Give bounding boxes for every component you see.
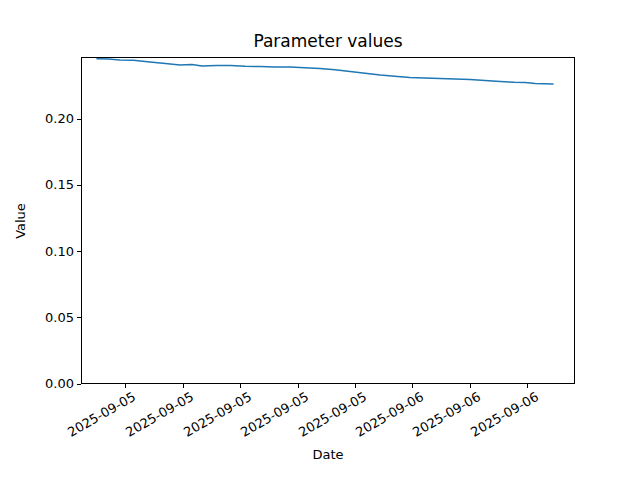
parameter-line-series	[97, 59, 553, 84]
plot-area	[81, 57, 575, 384]
y-axis-label: Value	[13, 174, 29, 268]
x-tick-mark	[527, 384, 528, 388]
y-tick-mark	[77, 185, 81, 186]
x-tick-mark	[240, 384, 241, 388]
y-tick-mark	[77, 251, 81, 252]
x-tick-mark	[298, 384, 299, 388]
x-tick-mark	[125, 384, 126, 388]
y-tick-mark	[77, 384, 81, 385]
y-tick-mark	[77, 317, 81, 318]
x-tick-mark	[183, 384, 184, 388]
x-tick-mark	[412, 384, 413, 388]
x-axis-label: Date	[81, 447, 575, 463]
y-tick-label: 0.10	[30, 244, 74, 260]
x-tick-mark	[470, 384, 471, 388]
x-tick-mark	[355, 384, 356, 388]
y-tick-label: 0.00	[30, 376, 74, 392]
chart-title: Parameter values	[81, 31, 575, 51]
y-tick-label: 0.15	[30, 177, 74, 193]
y-tick-label: 0.05	[30, 310, 74, 326]
figure: Parameter values Value Date 0.00 0.05 0.10…	[0, 0, 640, 480]
axes-spines	[82, 58, 575, 384]
y-tick-mark	[77, 119, 81, 120]
y-tick-label: 0.20	[30, 111, 74, 127]
